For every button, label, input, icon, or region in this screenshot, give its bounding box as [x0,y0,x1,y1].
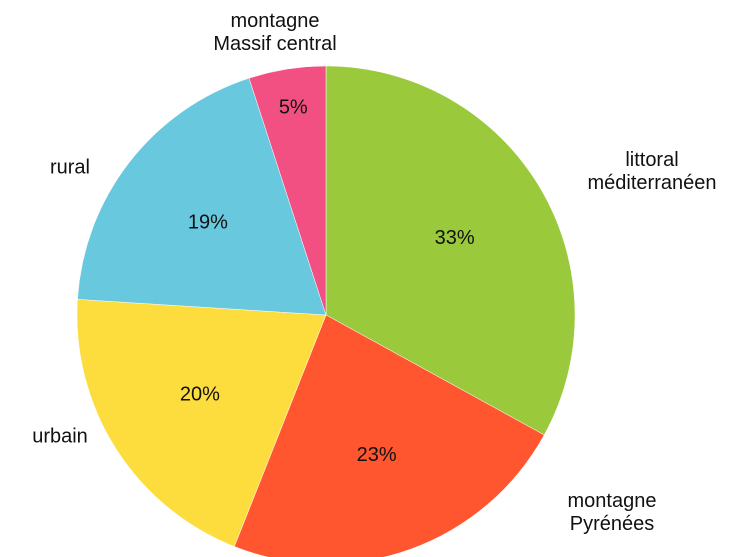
category-label: rural [49,156,91,179]
pie-slice [234,314,545,557]
pie-slice [77,77,327,316]
category-label: montagne Pyrénées [567,490,657,535]
value-label: 33% [435,227,475,249]
pie-slice [248,65,327,316]
category-label: montagne Massif central [213,10,337,55]
pie-slice [76,299,327,547]
pie-slice [325,65,576,436]
category-label: urbain [32,425,88,448]
category-label: littoral méditerranéen [587,149,717,194]
value-label: 20% [180,383,220,405]
value-label: 19% [188,212,228,234]
value-label: 5% [279,97,308,119]
value-label: 23% [357,444,397,466]
